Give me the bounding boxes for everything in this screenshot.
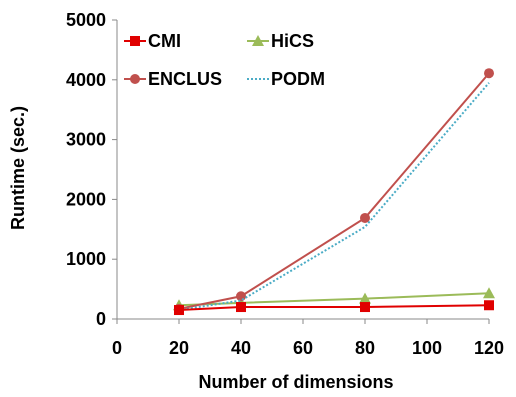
x-tick-label: 80 bbox=[355, 338, 375, 358]
legend-marker-enclus bbox=[130, 74, 140, 84]
data-point-cmi bbox=[360, 302, 370, 313]
y-tick-label: 5000 bbox=[66, 10, 106, 30]
y-tick-label: 3000 bbox=[66, 130, 106, 150]
legend-label-hics: HiCS bbox=[271, 31, 314, 51]
y-tick-label: 4000 bbox=[66, 70, 106, 90]
legend-label-podm: PODM bbox=[271, 69, 325, 89]
data-point-enclus bbox=[360, 212, 370, 223]
legend: CMI HiCS ENCLUS PODM bbox=[124, 31, 325, 89]
data-point-cmi bbox=[174, 305, 184, 316]
series-cmi bbox=[174, 300, 494, 316]
data-point-hics bbox=[359, 292, 371, 304]
y-axis-label: Runtime (sec.) bbox=[8, 106, 28, 230]
legend-marker-hics bbox=[252, 35, 264, 46]
legend-item-enclus: ENCLUS bbox=[124, 69, 222, 89]
series-enclus bbox=[174, 68, 494, 314]
series-line-enclus bbox=[178, 72, 490, 310]
y-tick-label: 1000 bbox=[66, 249, 106, 269]
legend-marker-cmi bbox=[130, 36, 140, 46]
legend-label-enclus: ENCLUS bbox=[148, 69, 222, 89]
x-tick-label: 40 bbox=[231, 338, 251, 358]
y-tick-label: 2000 bbox=[66, 189, 106, 209]
x-tick-label: 100 bbox=[412, 338, 442, 358]
x-tick-label: 0 bbox=[112, 338, 122, 358]
legend-item-podm: PODM bbox=[247, 69, 325, 89]
data-point-cmi bbox=[236, 302, 246, 313]
x-tick-labels: 0 20 40 60 80 100 120 bbox=[112, 319, 504, 358]
data-point-enclus bbox=[484, 68, 494, 79]
data-point-enclus bbox=[236, 291, 246, 302]
data-point-cmi bbox=[484, 300, 494, 311]
series-podm bbox=[178, 82, 490, 312]
legend-item-cmi: CMI bbox=[124, 31, 181, 51]
x-tick-label: 20 bbox=[169, 338, 189, 358]
data-point-hics bbox=[483, 287, 495, 299]
y-tick-label: 0 bbox=[96, 309, 106, 329]
series-line-cmi bbox=[178, 304, 490, 312]
legend-item-hics: HiCS bbox=[247, 31, 314, 51]
series-line-podm bbox=[178, 82, 490, 312]
legend-label-cmi: CMI bbox=[148, 31, 181, 51]
x-axis-label: Number of dimensions bbox=[198, 372, 393, 392]
series-layer bbox=[173, 68, 495, 316]
y-tick-labels: 0 1000 2000 3000 4000 5000 bbox=[66, 10, 117, 329]
series-line-hics bbox=[178, 292, 490, 307]
x-tick-label: 60 bbox=[293, 338, 313, 358]
x-tick-label: 120 bbox=[474, 338, 504, 358]
